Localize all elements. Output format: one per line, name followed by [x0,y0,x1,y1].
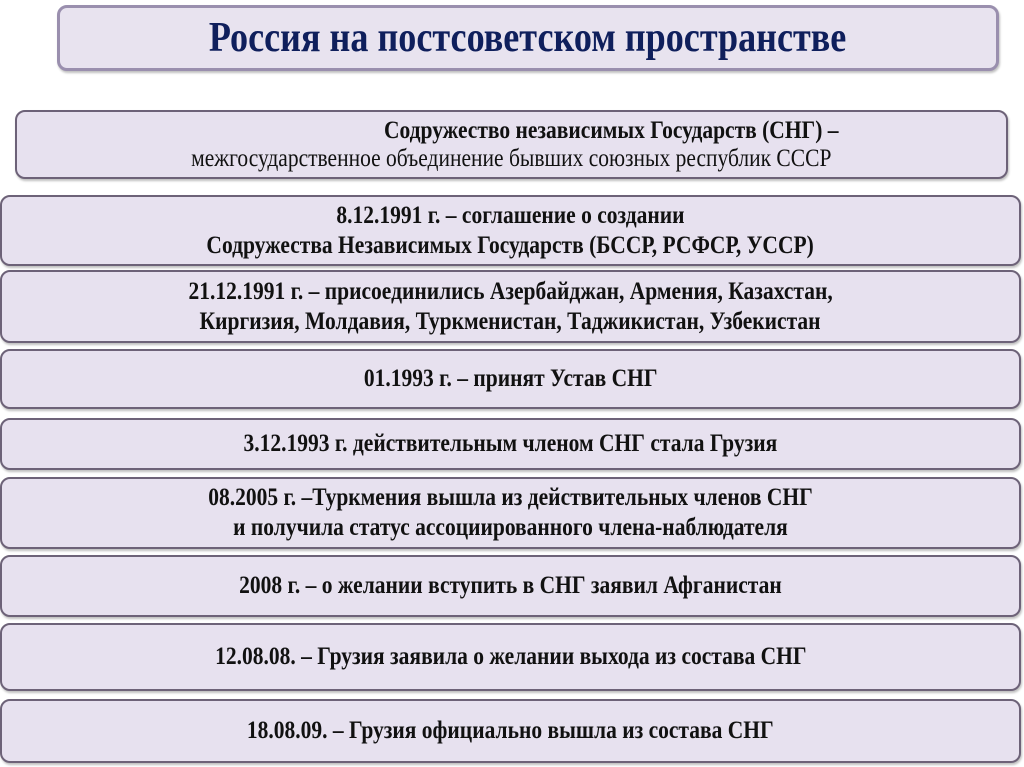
event-text: 21.12.1991 г. – присоединились Азербайдж… [188,277,833,305]
event-box: 01.1993 г. – принят Устав СНГ [0,349,1021,409]
event-text: 18.08.09. – Грузия официально вышла из с… [247,717,774,744]
event-box: 18.08.09. – Грузия официально вышла из с… [0,699,1021,763]
definition-text: межгосударственное объединение бывших со… [191,144,832,172]
event-box: 12.08.08. – Грузия заявила о желании вых… [0,623,1021,691]
event-text: 8.12.1991 г. – соглашение о создании [336,201,685,229]
event-text: и получила статус ассоциированного члена… [233,514,788,541]
event-box: 08.2005 г. –Туркмения вышла из действите… [0,477,1021,549]
event-box: 21.12.1991 г. – присоединились Азербайдж… [0,270,1021,343]
event-box: 8.12.1991 г. – соглашение о создании Содр… [0,195,1021,266]
event-box: 2008 г. – о желании вступить в СНГ заяви… [0,555,1021,617]
event-text: 01.1993 г. – принят Устав СНГ [363,365,658,392]
event-text: 08.2005 г. –Туркмения вышла из действите… [208,484,813,511]
event-text: Киргизия, Молдавия, Туркменистан, Таджик… [199,307,821,335]
event-text: 3.12.1993 г. действительным членом СНГ с… [243,430,778,457]
event-text: 12.08.08. – Грузия заявила о желании вых… [214,643,807,670]
event-text: Содружества Независимых Государств (БССР… [206,231,815,259]
event-text: 2008 г. – о желании вступить в СНГ заяви… [239,572,782,599]
definition-term: Содружество независимых Государств (СНГ)… [384,116,839,144]
slide-title-box: Россия на постсоветском пространстве [57,5,999,71]
definition-box: Содружество независимых Государств (СНГ)… [15,110,1008,179]
event-box: 3.12.1993 г. действительным членом СНГ с… [0,418,1021,470]
slide-title: Россия на постсоветском пространстве [209,15,847,61]
